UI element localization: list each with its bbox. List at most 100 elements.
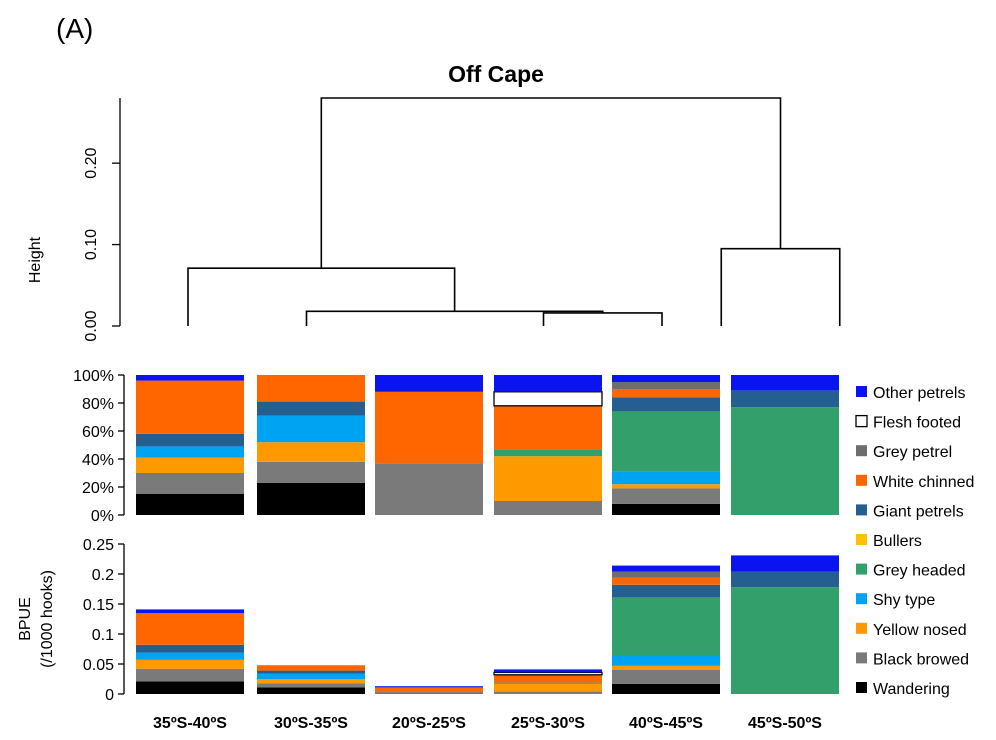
bpue-bar-segment-other-petrels: [494, 669, 602, 673]
percentage-bar-segment-grey-petrel: [612, 382, 720, 389]
bpue-bar-segment-shy-type: [612, 655, 720, 666]
legend-label: Grey headed: [873, 563, 966, 580]
bpue-bar-segment-flesh-footed: [493, 671, 603, 676]
bpue-bar-segment-wandering: [136, 681, 244, 694]
percentage-bar-segment-giant-petrels: [612, 397, 720, 412]
percentage-bar-segment-black-browed: [375, 463, 483, 515]
bpue-y-label-units: (/1000 hooks): [39, 570, 56, 668]
bpue-bar-segment-grey-headed: [731, 587, 839, 694]
legend-swatch: [856, 386, 867, 397]
legend-swatch: [856, 593, 867, 605]
bpue-tick-label: 0: [105, 687, 114, 704]
percentage-bar-chart: 0% 20% 40% 60% 80% 100%: [73, 368, 839, 525]
category-label: 35ºS-40ºS: [153, 715, 227, 732]
legend-swatch: [856, 652, 867, 664]
percentage-bar-segment-white-chinned: [612, 389, 720, 398]
legend-label: Yellow nosed: [873, 622, 967, 639]
percentage-bar-segment-giant-petrels: [136, 433, 244, 447]
dendrogram-link: [305, 310, 604, 326]
dendrogram-tick-label: 0.20: [83, 147, 100, 178]
bpue-bar-segment-white-chinned: [257, 665, 365, 671]
legend-label: Shy type: [873, 592, 935, 609]
bpue-bar-segment-grey-headed: [612, 597, 720, 655]
percentage-tick-label: 60%: [82, 424, 114, 441]
percentage-bar-segment-shy-type: [257, 415, 365, 443]
percentage-bar-segment-black-browed: [494, 501, 602, 515]
percentage-bar-segment-other-petrels: [612, 375, 720, 382]
dendrogram-tick-label: 0.10: [83, 229, 100, 260]
bpue-bar-segment-yellow-nosed: [612, 665, 720, 670]
bpue-bar-segment-other-petrels: [731, 555, 839, 572]
chart-title: Off Cape: [448, 61, 544, 87]
legend-swatch: [856, 445, 867, 457]
legend-label: Flesh footed: [873, 415, 961, 432]
bpue-bar-segment-black-browed: [494, 691, 602, 694]
bpue-bar-segment-shy-type: [136, 652, 244, 660]
bpue-bar-segment-white-chinned: [375, 687, 483, 692]
bpue-y-label: BPUE: [17, 597, 34, 641]
percentage-bar-segment-grey-headed: [612, 411, 720, 472]
percentage-bar-segment-yellow-nosed: [494, 456, 602, 501]
percentage-bar-segment-other-petrels: [375, 375, 483, 392]
category-label: 25ºS-30ºS: [511, 715, 585, 732]
bpue-bar-segment-giant-petrels: [731, 571, 839, 588]
bpue-bar-segment-wandering: [257, 687, 365, 694]
bpue-tick-label: 0.05: [83, 657, 114, 674]
bpue-bar-segment-black-browed: [375, 691, 483, 694]
category-label: 45ºS-50ºS: [748, 715, 822, 732]
percentage-bar-segment-shy-type: [612, 471, 720, 485]
bpue-bar-segment-grey-petrel: [612, 571, 720, 578]
percentage-bar-segment-wandering: [612, 503, 720, 515]
legend-swatch: [855, 414, 868, 428]
percentage-bar-segment-white-chinned: [375, 391, 483, 464]
percentage-bar-segment-white-chinned: [136, 380, 244, 434]
percentage-tick-label: 20%: [82, 480, 114, 497]
dendrogram: 0.00 0.10 0.20 Height: [27, 97, 841, 342]
legend-swatch: [856, 563, 867, 575]
bpue-bar-segment-grey-headed: [494, 682, 602, 684]
dendrogram-y-label: Height: [27, 236, 44, 283]
legend-swatch: [856, 474, 867, 486]
bpue-bar-segment-other-petrels: [612, 565, 720, 572]
percentage-bar-segment-shy-type: [136, 446, 244, 458]
percentage-tick-label: 100%: [73, 368, 114, 385]
dendrogram-link: [720, 247, 841, 326]
percentage-bar-segment-black-browed: [257, 461, 365, 483]
legend-label: Wandering: [873, 681, 950, 698]
legend-label: Giant petrels: [873, 503, 964, 520]
bpue-bar-segment-giant-petrels: [136, 644, 244, 653]
bpue-bar-segment-other-petrels: [375, 686, 483, 688]
legend-label: White chinned: [873, 474, 974, 491]
percentage-bar-segment-black-browed: [136, 473, 244, 494]
legend-swatch: [856, 682, 867, 693]
dendrogram-tick-label: 0.00: [83, 310, 100, 341]
percentage-bar-segment-black-browed: [612, 488, 720, 504]
percentage-tick-label: 80%: [82, 396, 114, 413]
bpue-bar-segment-other-petrels: [136, 609, 244, 613]
percentage-bar-segment-flesh-footed: [493, 391, 603, 407]
percentage-tick-label: 40%: [82, 452, 114, 469]
category-label: 20ºS-25ºS: [392, 715, 466, 732]
legend-swatch: [856, 534, 867, 545]
percentage-bar-segment-giant-petrels: [257, 401, 365, 416]
bpue-tick-label: 0.25: [83, 537, 114, 554]
legend-swatch: [856, 504, 867, 516]
bpue-bar-segment-yellow-nosed: [257, 679, 365, 684]
legend-label: Black browed: [873, 651, 969, 668]
panel-label: (A): [56, 13, 93, 44]
dendrogram-link: [187, 267, 456, 326]
bpue-bar-segment-yellow-nosed: [136, 659, 244, 669]
percentage-bar-segment-white-chinned: [494, 405, 602, 450]
percentage-bar-segment-yellow-nosed: [257, 442, 365, 462]
dendrogram-link: [542, 312, 663, 326]
percentage-bar-segment-grey-headed: [731, 407, 839, 515]
bpue-bar-segment-white-chinned: [494, 674, 602, 683]
percentage-tick-label: 0%: [91, 508, 114, 525]
bpue-tick-label: 0.15: [83, 597, 114, 614]
legend-label: Bullers: [873, 533, 922, 550]
percentage-bar-segment-white-chinned: [257, 375, 365, 402]
bpue-tick-label: 0.1: [92, 627, 114, 644]
percentage-bar-segment-other-petrels: [136, 375, 244, 381]
bpue-bar-segment-wandering: [612, 683, 720, 694]
